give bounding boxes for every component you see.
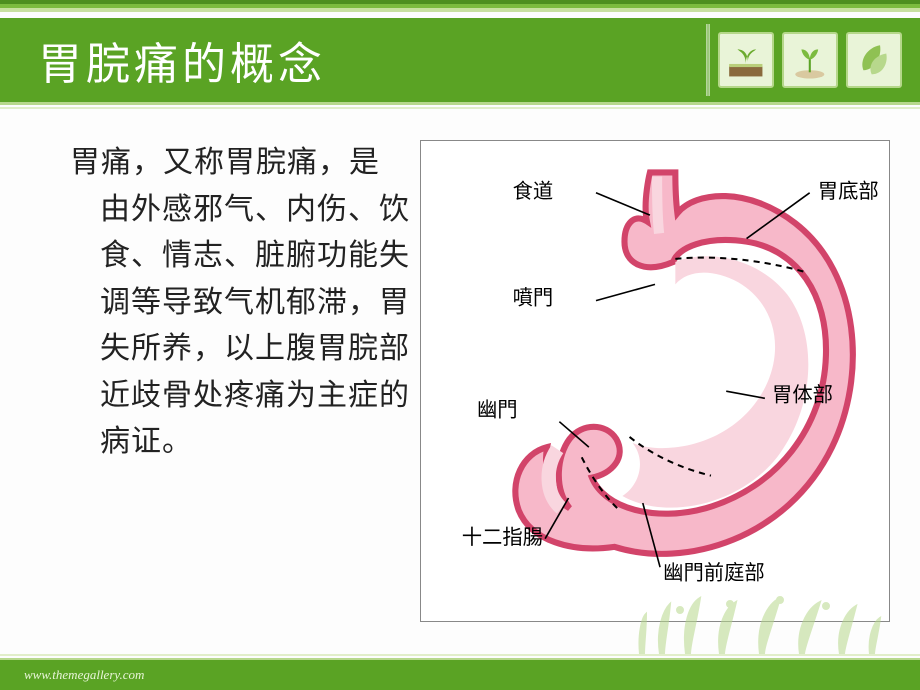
title-bar: 胃脘痛的概念 xyxy=(0,18,920,102)
esophagus-lumen xyxy=(657,177,659,234)
top-accent-stripes xyxy=(0,0,920,12)
content-area: 胃痛，又称胃脘痛，是由外感邪气、内伤、饮食、情志、脏腑功能失调等导致气机郁滞，胃… xyxy=(40,130,890,630)
footer-url: www.themegallery.com xyxy=(24,667,144,683)
leaves-icon xyxy=(846,32,902,88)
label-body: 胃体部 xyxy=(772,383,833,406)
soil-sprout-icon xyxy=(718,32,774,88)
title-icon-row xyxy=(718,32,902,88)
stripe xyxy=(0,8,920,12)
stomach-svg: 食道 胃底部 噴門 胃体部 幽門 十二指腸 幽門前庭部 xyxy=(421,141,889,621)
label-fundus: 胃底部 xyxy=(818,180,879,203)
slide-title: 胃脘痛的概念 xyxy=(38,28,326,92)
single-sprout-icon xyxy=(782,32,838,88)
body-paragraph: 胃痛，又称胃脘痛，是由外感邪气、内伤、饮食、情志、脏腑功能失调等导致气机郁滞，胃… xyxy=(40,130,410,630)
grass-decoration-icon xyxy=(630,574,890,654)
label-esophagus: 食道 xyxy=(513,180,554,203)
slide: 胃脘痛的概念 胃痛，又称胃脘痛，是由外感邪气、内伤、饮食、情志、脏腑功能失调等导… xyxy=(0,0,920,690)
stomach-diagram: 食道 胃底部 噴門 胃体部 幽門 十二指腸 幽門前庭部 xyxy=(420,140,890,622)
accent-line xyxy=(0,102,920,105)
accent-line xyxy=(0,107,920,109)
label-pylorus: 幽門 xyxy=(477,399,518,422)
label-cardia: 噴門 xyxy=(513,287,554,310)
label-duodenum: 十二指腸 xyxy=(462,526,543,549)
footer-accent xyxy=(0,654,920,656)
paragraph-text: 胃痛，又称胃脘痛，是由外感邪气、内伤、饮食、情志、脏腑功能失调等导致气机郁滞，胃… xyxy=(40,140,410,466)
footer-bar: www.themegallery.com xyxy=(0,660,920,690)
title-divider xyxy=(706,24,710,96)
